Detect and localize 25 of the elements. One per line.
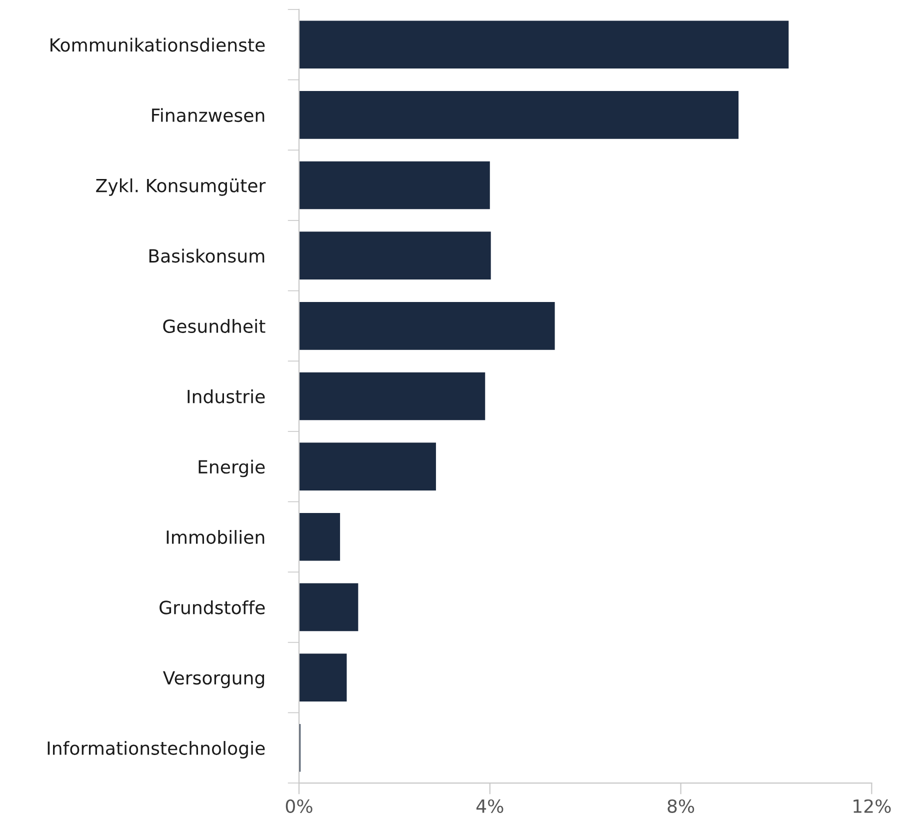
- y-tick-label: Informationstechnologie: [48, 741, 265, 758]
- y-tick-label: Zykl. Konsumgüter: [96, 178, 266, 196]
- y-tick-label: Finanzwesen: [152, 108, 264, 122]
- bar: [299, 302, 555, 350]
- y-tick-label: Kommunikationsdienste: [50, 38, 265, 52]
- y-tick-label: Energie: [198, 460, 265, 478]
- y-tick-label: Basiskonsum: [149, 248, 264, 263]
- bar: [299, 20, 789, 69]
- bar: [299, 442, 436, 490]
- bar: [299, 583, 358, 632]
- x-tick-label: 4%: [476, 799, 504, 813]
- y-tick-label: Industrie: [188, 389, 265, 404]
- bar: [299, 654, 347, 702]
- bar: [299, 232, 491, 280]
- bar: [299, 161, 490, 210]
- x-tick-label: 12%: [854, 799, 891, 813]
- bar: [299, 91, 739, 139]
- y-tick-label: Immobilien: [166, 530, 264, 544]
- bar: [299, 372, 486, 420]
- y-tick-label: Grundstoffe: [160, 600, 265, 614]
- y-tick-label: Gesundheit: [163, 319, 266, 334]
- x-tick-label: 8%: [668, 799, 694, 813]
- y-tick-label: Versorgung: [162, 671, 264, 688]
- bar: [299, 512, 340, 561]
- x-tick-label: 0%: [286, 799, 312, 813]
